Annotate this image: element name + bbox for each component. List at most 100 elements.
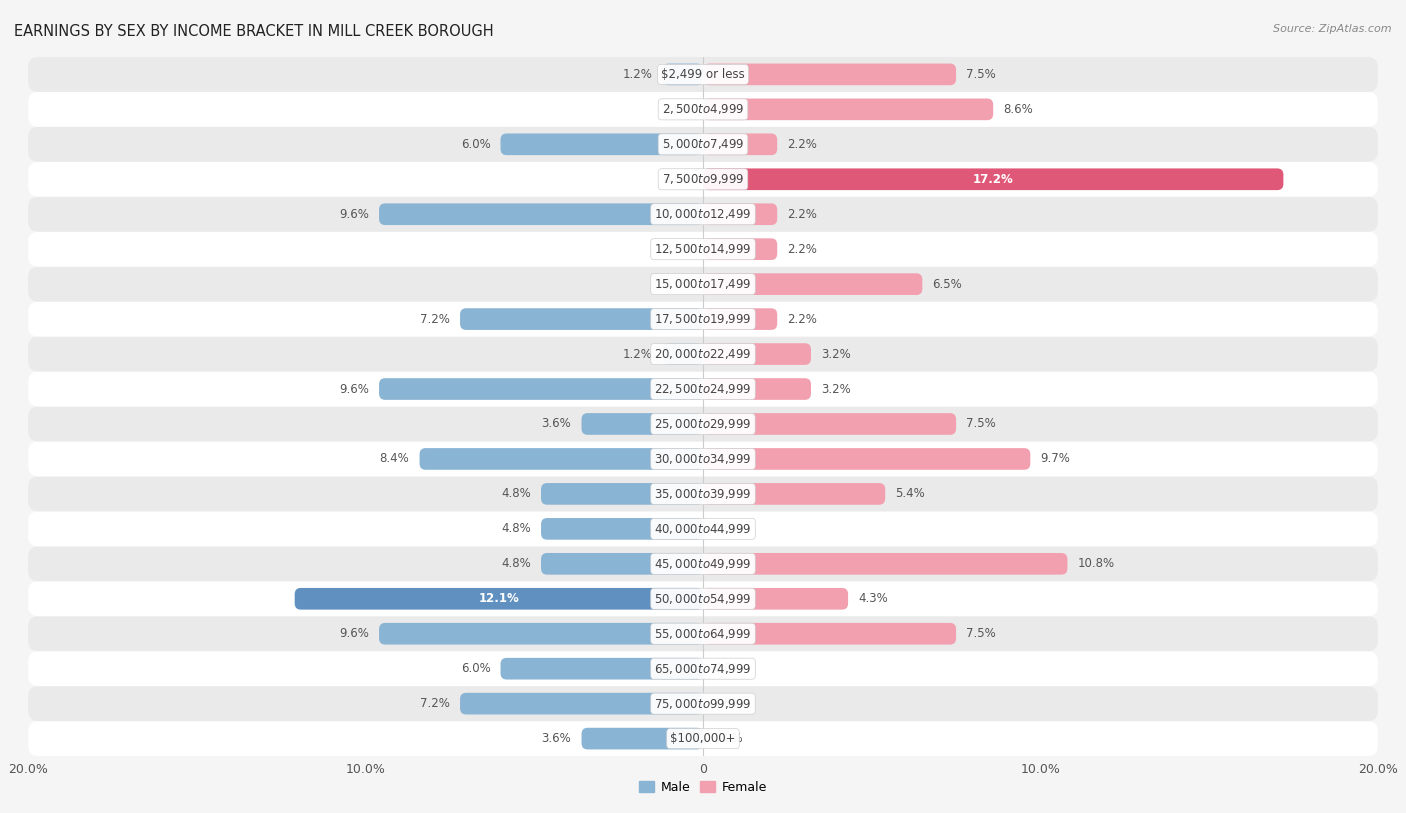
- Text: 4.8%: 4.8%: [501, 523, 531, 535]
- Text: $50,000 to $54,999: $50,000 to $54,999: [654, 592, 752, 606]
- Text: 6.5%: 6.5%: [932, 278, 962, 290]
- FancyBboxPatch shape: [28, 372, 1378, 406]
- FancyBboxPatch shape: [703, 448, 1031, 470]
- FancyBboxPatch shape: [28, 406, 1378, 441]
- Text: 0.0%: 0.0%: [664, 173, 693, 185]
- Text: $55,000 to $64,999: $55,000 to $64,999: [654, 627, 752, 641]
- Text: 0.0%: 0.0%: [713, 663, 742, 675]
- FancyBboxPatch shape: [703, 483, 886, 505]
- Text: 4.8%: 4.8%: [501, 558, 531, 570]
- FancyBboxPatch shape: [460, 308, 703, 330]
- Text: 0.0%: 0.0%: [713, 698, 742, 710]
- Text: 4.3%: 4.3%: [858, 593, 889, 605]
- Text: $22,500 to $24,999: $22,500 to $24,999: [654, 382, 752, 396]
- Text: 0.0%: 0.0%: [664, 103, 693, 115]
- FancyBboxPatch shape: [28, 441, 1378, 476]
- FancyBboxPatch shape: [380, 623, 703, 645]
- Text: EARNINGS BY SEX BY INCOME BRACKET IN MILL CREEK BOROUGH: EARNINGS BY SEX BY INCOME BRACKET IN MIL…: [14, 24, 494, 39]
- FancyBboxPatch shape: [662, 343, 703, 365]
- FancyBboxPatch shape: [703, 623, 956, 645]
- Text: 17.2%: 17.2%: [973, 173, 1014, 185]
- FancyBboxPatch shape: [28, 92, 1378, 127]
- Text: 8.6%: 8.6%: [1004, 103, 1033, 115]
- Text: $15,000 to $17,499: $15,000 to $17,499: [654, 277, 752, 291]
- Text: 12.1%: 12.1%: [478, 593, 519, 605]
- FancyBboxPatch shape: [582, 413, 703, 435]
- FancyBboxPatch shape: [703, 273, 922, 295]
- FancyBboxPatch shape: [541, 518, 703, 540]
- FancyBboxPatch shape: [28, 721, 1378, 756]
- Text: $2,500 to $4,999: $2,500 to $4,999: [662, 102, 744, 116]
- Text: $25,000 to $29,999: $25,000 to $29,999: [654, 417, 752, 431]
- Text: 2.2%: 2.2%: [787, 243, 817, 255]
- FancyBboxPatch shape: [380, 203, 703, 225]
- Text: 9.6%: 9.6%: [339, 383, 368, 395]
- Text: 2.2%: 2.2%: [787, 208, 817, 220]
- Text: 0.0%: 0.0%: [713, 523, 742, 535]
- FancyBboxPatch shape: [28, 511, 1378, 546]
- Text: 3.6%: 3.6%: [541, 733, 571, 745]
- FancyBboxPatch shape: [28, 651, 1378, 686]
- FancyBboxPatch shape: [380, 378, 703, 400]
- Text: $12,500 to $14,999: $12,500 to $14,999: [654, 242, 752, 256]
- Text: $30,000 to $34,999: $30,000 to $34,999: [654, 452, 752, 466]
- Text: 10.8%: 10.8%: [1077, 558, 1115, 570]
- FancyBboxPatch shape: [28, 197, 1378, 232]
- Text: 2.2%: 2.2%: [787, 313, 817, 325]
- FancyBboxPatch shape: [28, 476, 1378, 511]
- Text: $7,500 to $9,999: $7,500 to $9,999: [662, 172, 744, 186]
- FancyBboxPatch shape: [703, 98, 993, 120]
- FancyBboxPatch shape: [28, 686, 1378, 721]
- FancyBboxPatch shape: [703, 238, 778, 260]
- Text: $100,000+: $100,000+: [671, 733, 735, 745]
- Text: 0.0%: 0.0%: [664, 243, 693, 255]
- Text: 7.5%: 7.5%: [966, 628, 995, 640]
- Text: $5,000 to $7,499: $5,000 to $7,499: [662, 137, 744, 151]
- Text: 0.0%: 0.0%: [713, 733, 742, 745]
- Text: $75,000 to $99,999: $75,000 to $99,999: [654, 697, 752, 711]
- FancyBboxPatch shape: [28, 616, 1378, 651]
- Text: $40,000 to $44,999: $40,000 to $44,999: [654, 522, 752, 536]
- Text: $65,000 to $74,999: $65,000 to $74,999: [654, 662, 752, 676]
- FancyBboxPatch shape: [703, 63, 956, 85]
- Text: 9.6%: 9.6%: [339, 628, 368, 640]
- FancyBboxPatch shape: [703, 133, 778, 155]
- Text: 7.2%: 7.2%: [420, 313, 450, 325]
- Text: 1.2%: 1.2%: [623, 348, 652, 360]
- Text: $17,500 to $19,999: $17,500 to $19,999: [654, 312, 752, 326]
- Text: 7.5%: 7.5%: [966, 418, 995, 430]
- FancyBboxPatch shape: [28, 57, 1378, 92]
- Legend: Male, Female: Male, Female: [634, 776, 772, 799]
- Text: 6.0%: 6.0%: [461, 138, 491, 150]
- Text: 5.4%: 5.4%: [896, 488, 925, 500]
- FancyBboxPatch shape: [28, 127, 1378, 162]
- FancyBboxPatch shape: [703, 553, 1067, 575]
- FancyBboxPatch shape: [501, 133, 703, 155]
- FancyBboxPatch shape: [28, 267, 1378, 302]
- Text: Source: ZipAtlas.com: Source: ZipAtlas.com: [1274, 24, 1392, 34]
- Text: 3.2%: 3.2%: [821, 383, 851, 395]
- FancyBboxPatch shape: [582, 728, 703, 750]
- Text: 9.7%: 9.7%: [1040, 453, 1070, 465]
- FancyBboxPatch shape: [501, 658, 703, 680]
- Text: 7.2%: 7.2%: [420, 698, 450, 710]
- Text: 2.2%: 2.2%: [787, 138, 817, 150]
- Text: 4.8%: 4.8%: [501, 488, 531, 500]
- Text: $20,000 to $22,499: $20,000 to $22,499: [654, 347, 752, 361]
- FancyBboxPatch shape: [28, 302, 1378, 337]
- Text: 6.0%: 6.0%: [461, 663, 491, 675]
- FancyBboxPatch shape: [541, 553, 703, 575]
- Text: 7.5%: 7.5%: [966, 68, 995, 80]
- Text: 8.4%: 8.4%: [380, 453, 409, 465]
- FancyBboxPatch shape: [703, 308, 778, 330]
- FancyBboxPatch shape: [703, 168, 1284, 190]
- Text: 1.2%: 1.2%: [623, 68, 652, 80]
- FancyBboxPatch shape: [703, 203, 778, 225]
- FancyBboxPatch shape: [541, 483, 703, 505]
- FancyBboxPatch shape: [703, 378, 811, 400]
- FancyBboxPatch shape: [28, 546, 1378, 581]
- Text: $10,000 to $12,499: $10,000 to $12,499: [654, 207, 752, 221]
- Text: 3.6%: 3.6%: [541, 418, 571, 430]
- FancyBboxPatch shape: [662, 63, 703, 85]
- FancyBboxPatch shape: [703, 413, 956, 435]
